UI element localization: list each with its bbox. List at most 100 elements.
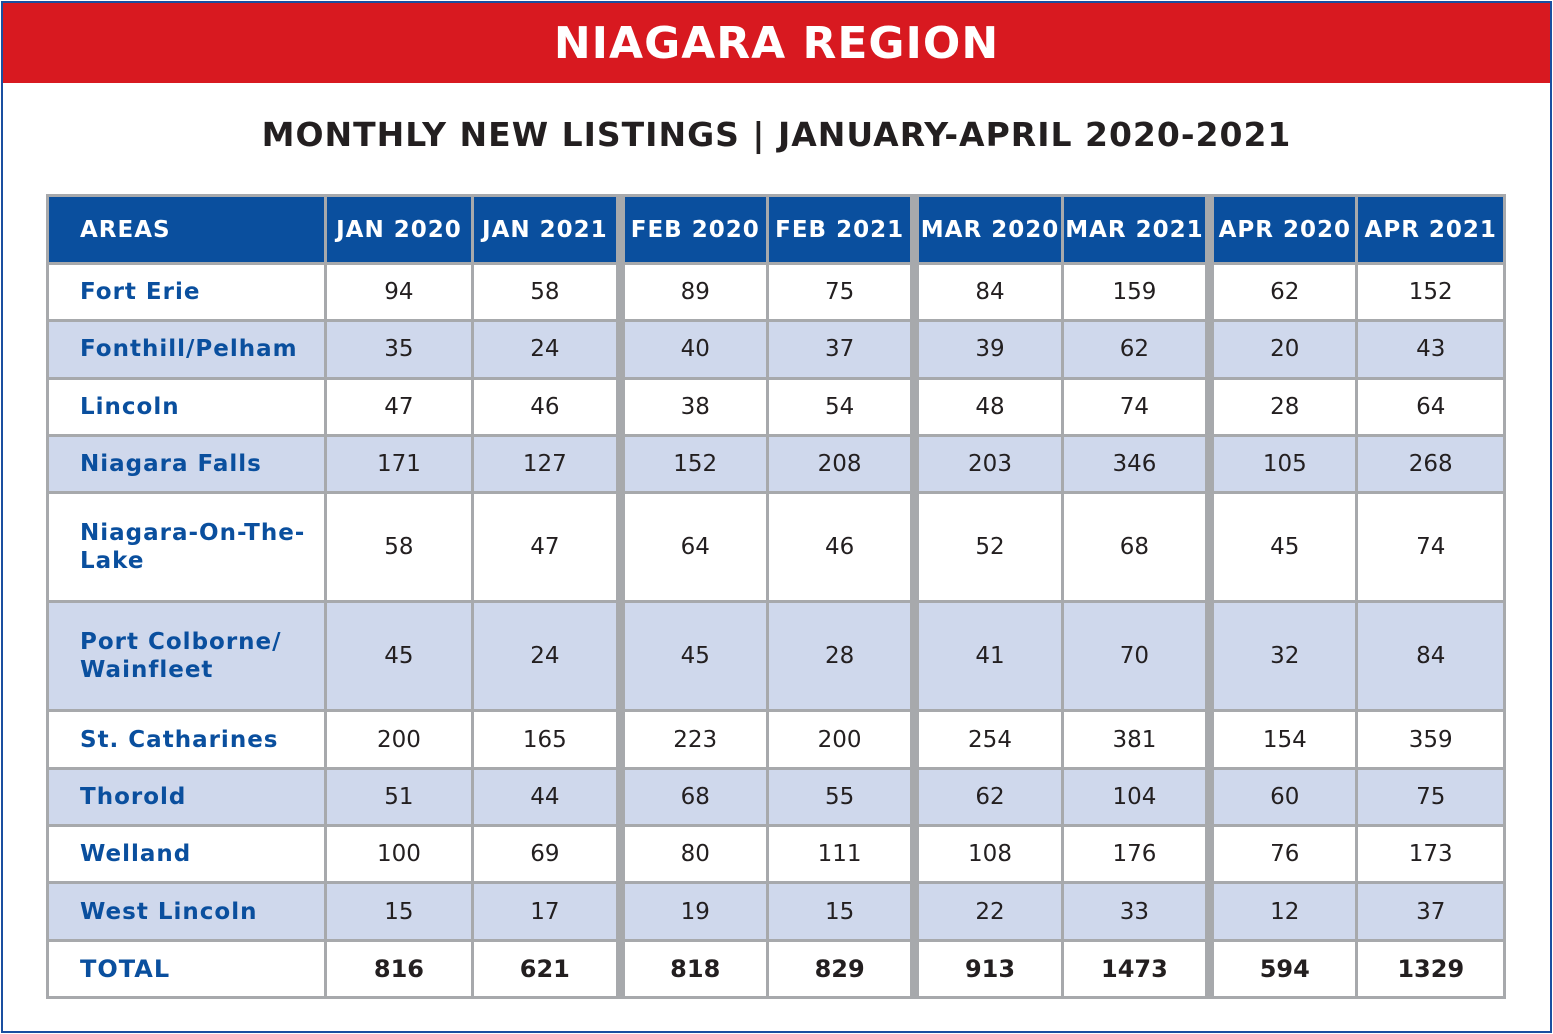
value-cell: 24 xyxy=(471,319,622,380)
value-cell: 152 xyxy=(615,433,769,495)
value-cell: 176 xyxy=(1060,824,1212,885)
area-name-cell: Fort Erie xyxy=(46,261,327,323)
value-cell: 74 xyxy=(1060,376,1212,437)
value-cell: 60 xyxy=(1205,766,1359,828)
total-row: TOTAL 816 621 818 829 913 1473 594 1329 xyxy=(46,938,1506,1000)
value-cell: 46 xyxy=(471,376,622,437)
value-cell: 89 xyxy=(615,261,769,323)
value-cell: 19 xyxy=(615,881,769,942)
value-cell: 45 xyxy=(1205,491,1359,604)
table-body: Fort Erie 94 58 89 75 84 159 62 152 Fonthill/Pelh… xyxy=(46,261,1506,1000)
value-cell: 1473 xyxy=(1060,938,1212,1000)
value-cell: 105 xyxy=(1205,433,1359,495)
value-cell: 108 xyxy=(910,824,1064,885)
value-cell: 621 xyxy=(471,938,622,1000)
col-header: FEB 2020 xyxy=(615,194,769,265)
value-cell: 15 xyxy=(323,881,475,942)
table-row: Port Colborne/ Wainfleet 45 24 45 28 41 70 32 84 xyxy=(46,600,1506,713)
value-cell: 75 xyxy=(765,261,917,323)
value-cell: 268 xyxy=(1355,433,1506,495)
value-cell: 173 xyxy=(1355,824,1506,885)
value-cell: 54 xyxy=(765,376,917,437)
value-cell: 52 xyxy=(910,491,1064,604)
table-title: MONTHLY NEW LISTINGS | JANUARY-APRIL 202… xyxy=(261,115,1292,154)
listings-table: AREAS JAN 2020 JAN 2021 FEB 2020 FEB 202… xyxy=(46,194,1506,1000)
value-cell: 200 xyxy=(323,709,475,770)
value-cell: 22 xyxy=(910,881,1064,942)
value-cell: 64 xyxy=(1355,376,1506,437)
col-header: MAR 2020 xyxy=(910,194,1064,265)
value-cell: 70 xyxy=(1060,600,1212,713)
col-header: APR 2021 xyxy=(1355,194,1506,265)
value-cell: 254 xyxy=(910,709,1064,770)
area-name-cell: West Lincoln xyxy=(46,881,327,942)
value-cell: 58 xyxy=(323,491,475,604)
areas-header: AREAS xyxy=(46,194,327,265)
value-cell: 381 xyxy=(1060,709,1212,770)
value-cell: 45 xyxy=(615,600,769,713)
value-cell: 100 xyxy=(323,824,475,885)
value-cell: 24 xyxy=(471,600,622,713)
value-cell: 127 xyxy=(471,433,622,495)
area-name-cell: Niagara-On-The-Lake xyxy=(46,491,327,604)
value-cell: 346 xyxy=(1060,433,1212,495)
region-banner: NIAGARA REGION xyxy=(3,3,1550,83)
col-header: FEB 2021 xyxy=(765,194,917,265)
area-name-cell: TOTAL xyxy=(46,938,327,1000)
value-cell: 37 xyxy=(1355,881,1506,942)
value-cell: 84 xyxy=(1355,600,1506,713)
value-cell: 62 xyxy=(1205,261,1359,323)
value-cell: 47 xyxy=(323,376,475,437)
value-cell: 58 xyxy=(471,261,622,323)
value-cell: 68 xyxy=(1060,491,1212,604)
value-cell: 62 xyxy=(1060,319,1212,380)
value-cell: 45 xyxy=(323,600,475,713)
value-cell: 171 xyxy=(323,433,475,495)
value-cell: 208 xyxy=(765,433,917,495)
value-cell: 28 xyxy=(1205,376,1359,437)
value-cell: 12 xyxy=(1205,881,1359,942)
value-cell: 84 xyxy=(910,261,1064,323)
value-cell: 165 xyxy=(471,709,622,770)
value-cell: 74 xyxy=(1355,491,1506,604)
table-row: Niagara Falls 171 127 152 208 203 346 105 268 xyxy=(46,433,1506,495)
value-cell: 15 xyxy=(765,881,917,942)
value-cell: 223 xyxy=(615,709,769,770)
value-cell: 154 xyxy=(1205,709,1359,770)
value-cell: 28 xyxy=(765,600,917,713)
value-cell: 94 xyxy=(323,261,475,323)
col-header: JAN 2021 xyxy=(471,194,622,265)
value-cell: 43 xyxy=(1355,319,1506,380)
value-cell: 40 xyxy=(615,319,769,380)
value-cell: 818 xyxy=(615,938,769,1000)
value-cell: 829 xyxy=(765,938,917,1000)
col-header: APR 2020 xyxy=(1205,194,1359,265)
value-cell: 1329 xyxy=(1355,938,1506,1000)
table-row: Thorold 51 44 68 55 62 104 60 75 xyxy=(46,766,1506,828)
area-name-cell: Fonthill/Pelham xyxy=(46,319,327,380)
value-cell: 200 xyxy=(765,709,917,770)
value-cell: 62 xyxy=(910,766,1064,828)
area-name-cell: Thorold xyxy=(46,766,327,828)
area-name-cell: St. Catharines xyxy=(46,709,327,770)
area-name-cell: Port Colborne/ Wainfleet xyxy=(46,600,327,713)
value-cell: 76 xyxy=(1205,824,1359,885)
value-cell: 32 xyxy=(1205,600,1359,713)
value-cell: 39 xyxy=(910,319,1064,380)
value-cell: 80 xyxy=(615,824,769,885)
value-cell: 44 xyxy=(471,766,622,828)
value-cell: 64 xyxy=(615,491,769,604)
value-cell: 55 xyxy=(765,766,917,828)
value-cell: 111 xyxy=(765,824,917,885)
value-cell: 69 xyxy=(471,824,622,885)
value-cell: 38 xyxy=(615,376,769,437)
table-row: St. Catharines 200 165 223 200 254 381 154 359 xyxy=(46,709,1506,770)
value-cell: 75 xyxy=(1355,766,1506,828)
value-cell: 48 xyxy=(910,376,1064,437)
value-cell: 359 xyxy=(1355,709,1506,770)
value-cell: 41 xyxy=(910,600,1064,713)
col-header: JAN 2020 xyxy=(323,194,475,265)
col-header: MAR 2021 xyxy=(1060,194,1212,265)
value-cell: 20 xyxy=(1205,319,1359,380)
value-cell: 68 xyxy=(615,766,769,828)
